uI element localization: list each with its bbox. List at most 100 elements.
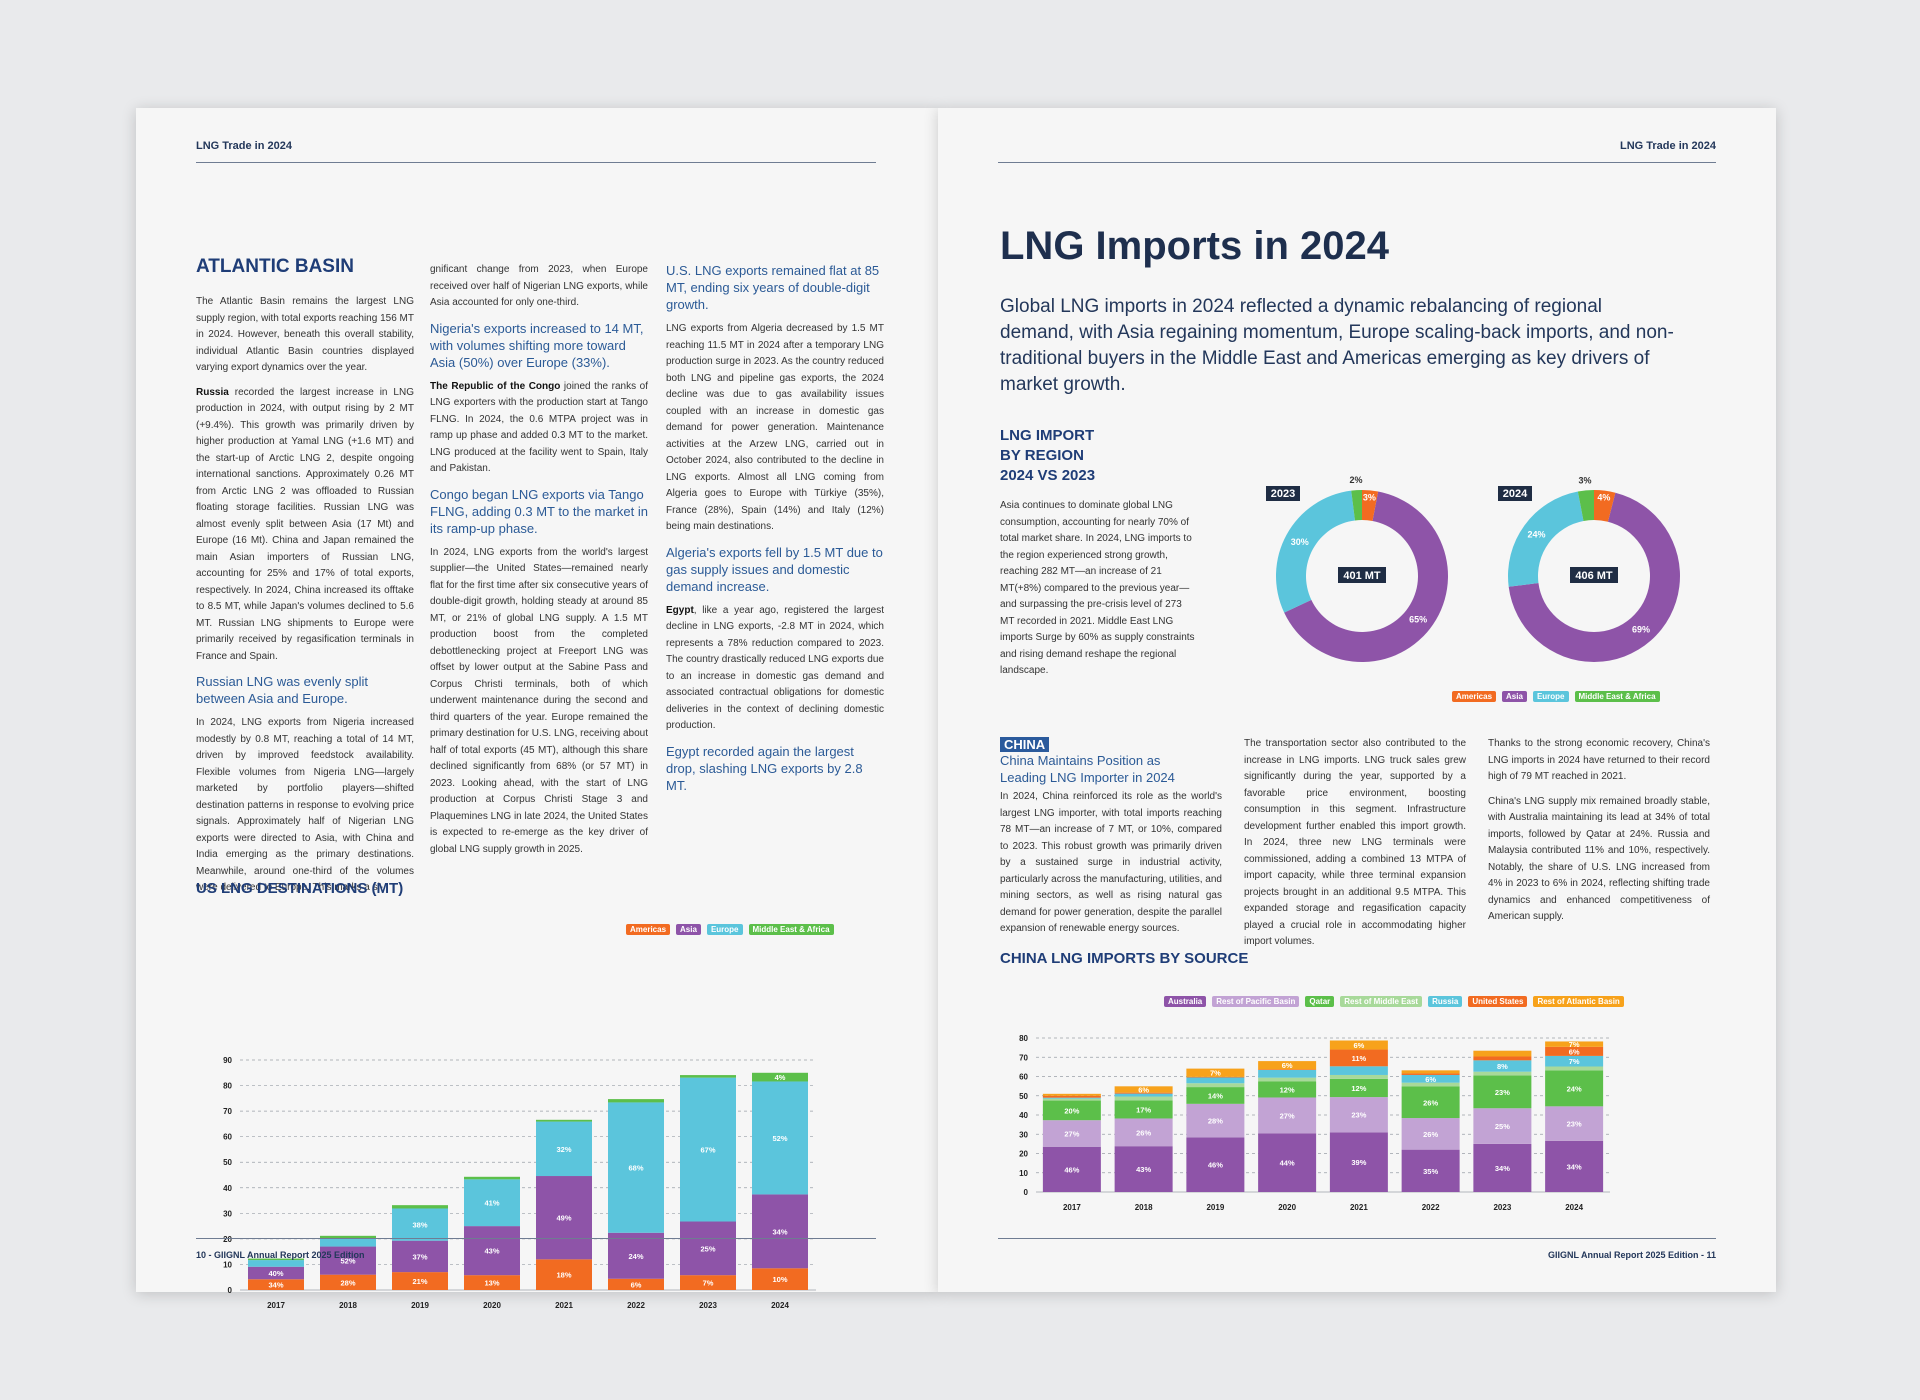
donut-slice [1362, 490, 1379, 521]
bar-segment [1186, 1076, 1245, 1078]
highlight-text: Congo began LNG exports via Tango FLNG, … [430, 486, 648, 536]
bar-segment [1186, 1103, 1245, 1138]
data-label: 6% [1282, 1061, 1293, 1070]
y-tick-label: 80 [223, 1082, 232, 1091]
data-label: 7% [1210, 1069, 1221, 1078]
slice-label: 69% [1632, 624, 1650, 634]
bar-segment [680, 1075, 736, 1078]
bar-segment [248, 1260, 304, 1267]
legend-item: Rest of Middle East [1340, 996, 1423, 1007]
legend-item: Middle East & Africa [1574, 691, 1660, 702]
lead-term: The Republic of the Congo [430, 380, 561, 392]
paragraph-text: In 2024, LNG exports from the world's la… [430, 546, 648, 855]
highlight-text: Nigeria's exports increased to 14 MT, wi… [430, 320, 644, 370]
bar-segment [1042, 1146, 1101, 1192]
data-label: 7% [1569, 1040, 1580, 1049]
paragraph-text: , like a year ago, registered the larges… [666, 604, 884, 732]
data-label: 43% [1136, 1165, 1151, 1174]
bar-segment [536, 1121, 592, 1177]
highlight-text: Egypt recorded again the largest drop, s… [666, 743, 863, 793]
data-label: 24% [1567, 1084, 1582, 1093]
center-label: 401 MT [1343, 570, 1381, 582]
bar-segment [536, 1119, 592, 1122]
bar-segment [248, 1266, 304, 1280]
data-label: 68% [628, 1164, 643, 1173]
paragraph: In 2024, LNG exports from Nigeria increa… [196, 715, 414, 897]
legend-item: Asia [1502, 691, 1527, 702]
bar-segment [1329, 1040, 1388, 1050]
paragraph: gnificant change from 2023, when Europe … [430, 262, 648, 312]
data-label: 23% [1567, 1120, 1582, 1129]
bar-segment [464, 1226, 520, 1276]
x-tick-label: 2019 [1206, 1203, 1224, 1212]
bar-segment [1473, 1060, 1532, 1072]
text-column-2: gnificant change from 2023, when Europe … [430, 262, 648, 866]
data-label: 12% [1351, 1084, 1366, 1093]
data-label: 6% [1569, 1047, 1580, 1056]
paragraph: Russia recorded the largest increase in … [196, 385, 414, 666]
bar-segment [1473, 1075, 1532, 1109]
chart-title: CHINA LNG IMPORTS BY SOURCE [1000, 950, 1249, 967]
y-tick-label: 50 [1019, 1092, 1028, 1101]
slice-label: 65% [1409, 615, 1427, 625]
y-tick-label: 30 [223, 1209, 232, 1218]
x-tick-label: 2017 [267, 1301, 285, 1310]
bar-segment [1473, 1108, 1532, 1144]
data-label: 37% [412, 1252, 427, 1261]
bar-segment [1186, 1083, 1245, 1088]
legend-item: United States [1468, 996, 1528, 1007]
china-text-3: Thanks to the strong economic recovery, … [1488, 738, 1710, 922]
left-page: LNG Trade in 2024 ATLANTIC BASIN The Atl… [136, 108, 938, 1310]
y-tick-label: 70 [1019, 1053, 1028, 1062]
bar-segment [320, 1246, 376, 1275]
bar-segment [1114, 1118, 1173, 1147]
bar-segment [1114, 1146, 1173, 1192]
china-text-2: The transportation sector also contribut… [1244, 738, 1466, 947]
y-tick-label: 30 [1019, 1130, 1028, 1139]
donut-slice [1594, 490, 1616, 522]
x-tick-label: 2023 [699, 1301, 717, 1310]
y-tick-label: 90 [223, 1056, 232, 1065]
x-tick-label: 2022 [1422, 1203, 1440, 1212]
bar-segment [392, 1240, 448, 1273]
data-label: 34% [268, 1281, 283, 1290]
paragraph: The Atlantic Basin remains the largest L… [196, 294, 414, 377]
data-label: 7% [703, 1279, 714, 1288]
bar-segment [1258, 1061, 1317, 1070]
bar-segment [1473, 1071, 1532, 1076]
legend-item: Americas [1452, 691, 1497, 702]
bar-segment [1042, 1097, 1101, 1099]
bar-segment [1329, 1066, 1388, 1075]
highlight-text: Russian LNG was evenly split between Asi… [196, 674, 368, 706]
data-label: 28% [340, 1278, 355, 1287]
data-label: 44% [1280, 1159, 1295, 1168]
data-label: 27% [1064, 1129, 1079, 1138]
paragraph: LNG exports from Algeria decreased by 1.… [666, 321, 884, 536]
bar-segment [1473, 1056, 1532, 1061]
chart-legend: Americas Asia Europe Middle East & Africa [626, 924, 834, 935]
y-tick-label: 10 [223, 1260, 232, 1269]
x-tick-label: 2018 [1135, 1203, 1153, 1212]
bar-segment [1186, 1077, 1245, 1084]
bar-segment [1042, 1093, 1101, 1096]
bar-segment [248, 1279, 304, 1290]
data-label: 14% [1208, 1091, 1223, 1100]
region-heading: LNG IMPORT BY REGION 2024 VS 2023 [1000, 427, 1096, 484]
bar-segment [1258, 1081, 1317, 1098]
year-label-bg [1498, 486, 1532, 501]
intro-text: Global LNG imports in 2024 reflected a d… [1000, 296, 1674, 395]
bar-segment [1545, 1046, 1604, 1056]
year-label: 2023 [1271, 488, 1295, 500]
data-label: 12% [1280, 1085, 1295, 1094]
donut-slice [1508, 491, 1584, 587]
y-tick-label: 50 [223, 1158, 232, 1167]
bar-segment [1329, 1074, 1388, 1079]
china-tag: CHINA [1000, 736, 1050, 754]
y-tick-label: 60 [1019, 1073, 1028, 1082]
paragraph: In 2024, LNG exports from the world's la… [430, 545, 648, 859]
x-tick-label: 2024 [771, 1301, 789, 1310]
bar-segment [752, 1072, 808, 1082]
donut-legend: Americas Asia Europe Middle East & Africa [1452, 691, 1660, 702]
bar-segment [464, 1179, 520, 1227]
year-label-bg [1266, 486, 1300, 501]
